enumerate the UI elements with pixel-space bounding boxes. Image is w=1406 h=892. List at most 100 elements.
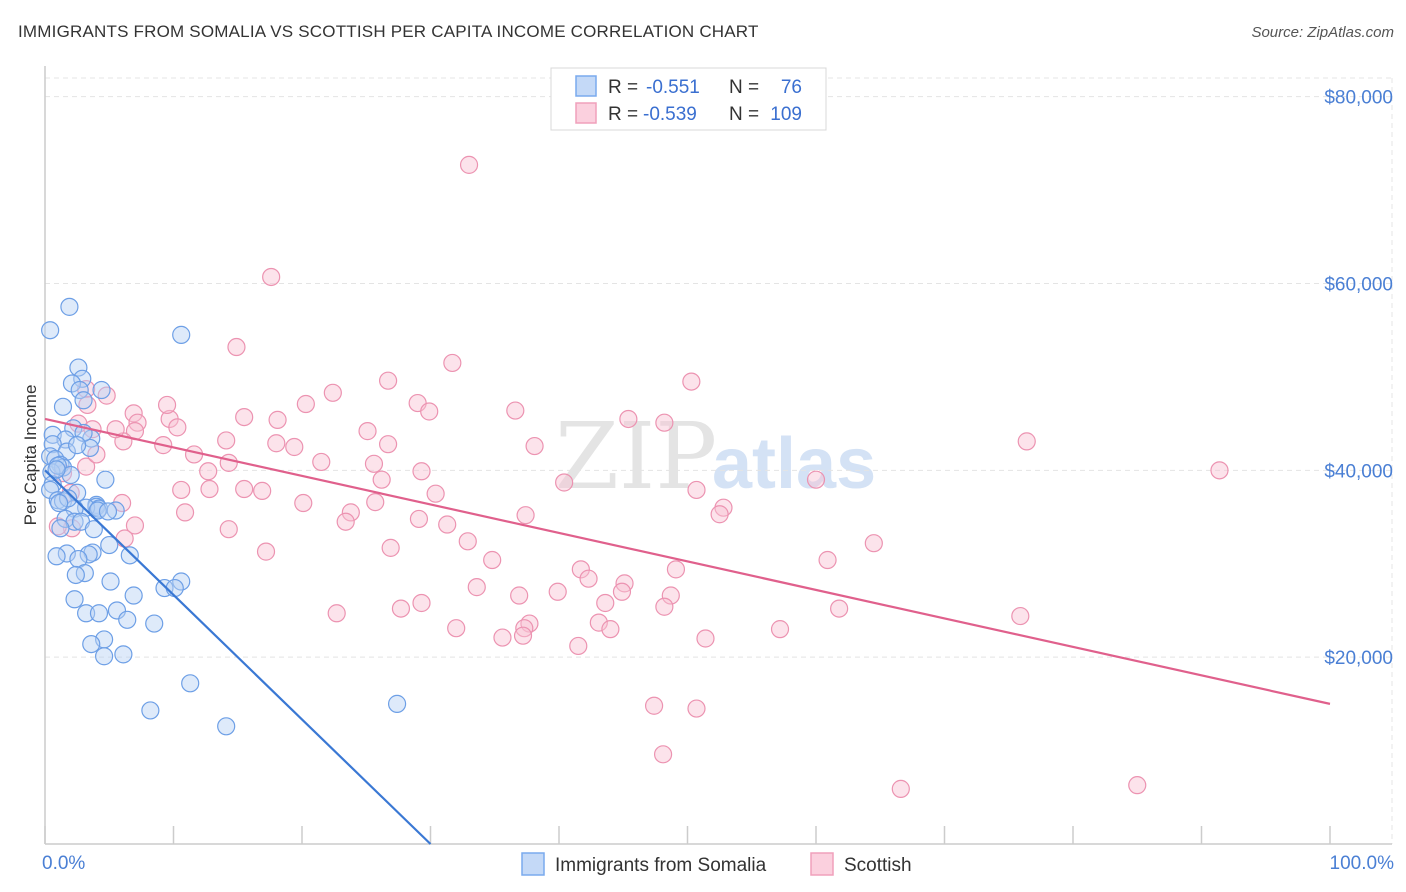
scottish-point-99: [891, 779, 910, 798]
scottish-point-84: [1011, 606, 1030, 626]
scottish-point-13: [420, 402, 439, 421]
scottish-point-46: [253, 481, 272, 500]
scottish-point-49: [366, 493, 385, 512]
legend-n-label-2: N =: [729, 104, 759, 125]
scottish-point-42: [555, 473, 574, 492]
somalia-point-71: [47, 460, 66, 479]
scottish-point-108: [48, 517, 67, 536]
somalia-point-48: [172, 572, 191, 591]
x-tick-label-min: 0.0%: [42, 853, 85, 874]
somalia-point-7: [70, 380, 89, 400]
scottish-point-94: [696, 629, 715, 648]
scottish-point-40: [806, 470, 826, 489]
scottish-point-71: [571, 560, 590, 579]
somalia-point-49: [155, 578, 174, 598]
scottish-point-93: [493, 628, 512, 647]
somalia-point-9: [53, 397, 73, 416]
scottish-point-35: [364, 454, 384, 473]
scottish-point-77: [510, 586, 529, 605]
scottish-point-30: [525, 436, 544, 456]
legend-r-value-1: -0.551: [646, 77, 700, 98]
scottish-point-41: [372, 470, 391, 489]
somalia-point-34: [106, 501, 125, 520]
scottish-point-37: [199, 462, 218, 481]
scottish-point-8: [323, 383, 342, 402]
scottish-point-74: [467, 578, 486, 597]
somalia-point-55: [89, 604, 109, 623]
somalia-point-73: [84, 520, 103, 539]
legend-swatch-scottish: [575, 102, 597, 124]
series-swatch-scottish: [810, 852, 834, 876]
scottish-point-89: [515, 619, 534, 638]
stats-legend-box: [550, 67, 827, 131]
scottish-point-12: [124, 404, 143, 423]
somalia-point-6: [92, 380, 111, 400]
legend-n-label-1: N =: [729, 77, 759, 98]
y-tick-label-2: $60,000: [1324, 275, 1393, 296]
scottish-point-34: [312, 452, 331, 472]
scottish-point-43: [235, 479, 254, 499]
scottish-point-29: [285, 437, 304, 457]
somalia-point-65: [217, 717, 236, 736]
somalia-point-74: [50, 493, 69, 513]
scottish-point-32: [184, 445, 204, 464]
scottish-point-67: [864, 534, 883, 553]
scottish-point-31: [1017, 432, 1036, 451]
scottish-point-68: [483, 550, 502, 570]
scottish-point-22: [358, 422, 377, 441]
series-label-somalia: Immigrants from Somalia: [555, 855, 767, 876]
scottish-point-101: [157, 395, 177, 415]
y-tick-labels: $20,000 $40,000 $60,000 $80,000: [1324, 88, 1393, 669]
scottish-point-38: [412, 462, 431, 481]
scottish-point-1: [262, 267, 281, 287]
scottish-point-48: [426, 484, 445, 503]
trend-lines: [44, 417, 1331, 845]
scottish-point-47: [687, 480, 706, 500]
scottish-point-51: [112, 493, 132, 513]
chart-title: IMMIGRANTS FROM SOMALIA VS SCOTTISH PER …: [18, 22, 759, 41]
somalia-point-2: [172, 325, 191, 344]
scottish-point-39: [1210, 461, 1229, 480]
legend-n-value-2: 109: [770, 104, 802, 125]
scottish-point-80: [412, 593, 431, 613]
somalia-point-56: [118, 610, 137, 629]
series-label-scottish: Scottish: [844, 855, 912, 876]
scottish-point-66: [381, 538, 400, 557]
legend-r-value-2: -0.539: [643, 104, 697, 125]
scottish-point-16: [268, 410, 287, 429]
somalia-point-4: [73, 369, 92, 388]
watermark-atlas: atlas: [712, 424, 876, 504]
scottish-point-26: [267, 434, 286, 453]
legend-r-label-2: R =: [608, 104, 638, 125]
scottish-point-65: [256, 542, 276, 561]
scottish-point-0: [459, 155, 479, 174]
scottish-point-97: [644, 696, 664, 715]
scottish-point-90: [601, 620, 620, 639]
scottish-point-83: [830, 599, 849, 618]
scottish-point-57: [409, 509, 429, 529]
scottish-point-70: [666, 560, 686, 579]
somalia-point-3: [69, 358, 88, 377]
scottish-point-72: [579, 569, 598, 588]
scottish-point-69: [818, 550, 837, 570]
somalia-point-0: [41, 321, 60, 340]
somalia-point-24: [41, 480, 60, 500]
x-tick-label-max: 100.0%: [1330, 853, 1395, 874]
scottish-point-64: [458, 532, 477, 551]
stats-legend: R = -0.551 N = 76 R = -0.539 N = 109: [550, 67, 827, 131]
legend-n-value-1: 76: [781, 77, 802, 98]
scottish-point-5: [682, 372, 701, 391]
source-label: Source: ZipAtlas.com: [1251, 24, 1394, 41]
scottish-point-59: [438, 515, 457, 534]
scottish-point-44: [172, 480, 191, 500]
somalia-point-59: [82, 634, 101, 654]
gridlines: [45, 77, 1393, 844]
somalia-trend-line: [44, 469, 432, 845]
scottish-point-85: [327, 604, 346, 623]
legend-swatch-somalia: [575, 75, 597, 97]
somalia-point-68: [59, 489, 78, 508]
somalia-point-62: [181, 674, 200, 693]
scottish-point-17: [619, 409, 638, 429]
somalia-point-75: [120, 546, 139, 565]
